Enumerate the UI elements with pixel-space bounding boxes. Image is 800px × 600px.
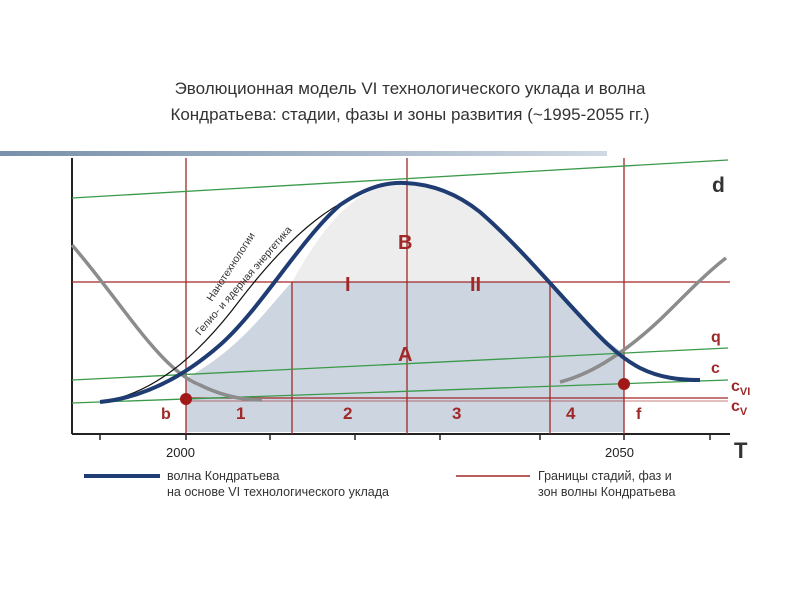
diagram-title: Эволюционная модель VI технологического … bbox=[60, 76, 760, 128]
tick-label-2050: 2050 bbox=[605, 445, 634, 460]
legend-bounds-line-2: зон волны Кондратьева bbox=[538, 485, 676, 499]
phase-label-1: I bbox=[345, 274, 351, 296]
stage-number-2: 2 bbox=[343, 404, 352, 423]
line-label-c6: cVI bbox=[731, 378, 750, 398]
next-wave-curve bbox=[559, 256, 728, 384]
line-label-d: d bbox=[712, 174, 725, 197]
line-label-c: c bbox=[711, 360, 720, 377]
title-line-1: Эволюционная модель VI технологического … bbox=[174, 79, 646, 98]
line-label-c6-sub: VI bbox=[740, 386, 750, 398]
line-label-c5: cV bbox=[731, 398, 748, 418]
zone-a-fill bbox=[186, 282, 624, 432]
legend-bounds-line-1: Границы стадий, фаз и bbox=[538, 469, 672, 483]
stage-boundaries bbox=[185, 158, 625, 434]
point-label-b: b bbox=[161, 406, 171, 423]
trend-line-d bbox=[71, 159, 729, 199]
stage-number-3: 3 bbox=[452, 404, 461, 423]
legend-wave-line-2: на основе VI технологического уклада bbox=[167, 485, 389, 499]
previous-wave-curve bbox=[70, 243, 263, 402]
x-axis-ticks bbox=[99, 434, 711, 440]
zone-label-b: B bbox=[398, 232, 412, 254]
line-label-q: q bbox=[711, 329, 721, 346]
title-accent-bar bbox=[0, 151, 607, 156]
zone-b-fill-inner bbox=[292, 183, 550, 282]
line-label-c5-sub: V bbox=[740, 406, 748, 418]
legend-bounds: Границы стадий, фаз и зон волны Кондрать… bbox=[538, 468, 675, 500]
phase-label-2: II bbox=[470, 274, 481, 296]
point-f-marker bbox=[618, 378, 630, 390]
stage-number-4: 4 bbox=[566, 404, 576, 423]
stage-number-1: 1 bbox=[236, 404, 245, 423]
tick-label-2000: 2000 bbox=[166, 445, 195, 460]
title-line-2: Кондратьева: стадии, фазы и зоны развити… bbox=[170, 105, 650, 124]
legend-wave-line-1: волна Кондратьева bbox=[167, 469, 280, 483]
axis-label-t: T bbox=[734, 438, 748, 463]
kondratiev-wave-curve bbox=[99, 180, 701, 404]
line-label-c5-base: c bbox=[731, 398, 740, 415]
point-b-marker bbox=[180, 393, 192, 405]
zone-label-a: A bbox=[398, 344, 412, 366]
point-label-f: f bbox=[636, 406, 642, 423]
legend-wave: волна Кондратьева на основе VI технологи… bbox=[167, 468, 389, 500]
line-label-c6-base: c bbox=[731, 378, 740, 395]
